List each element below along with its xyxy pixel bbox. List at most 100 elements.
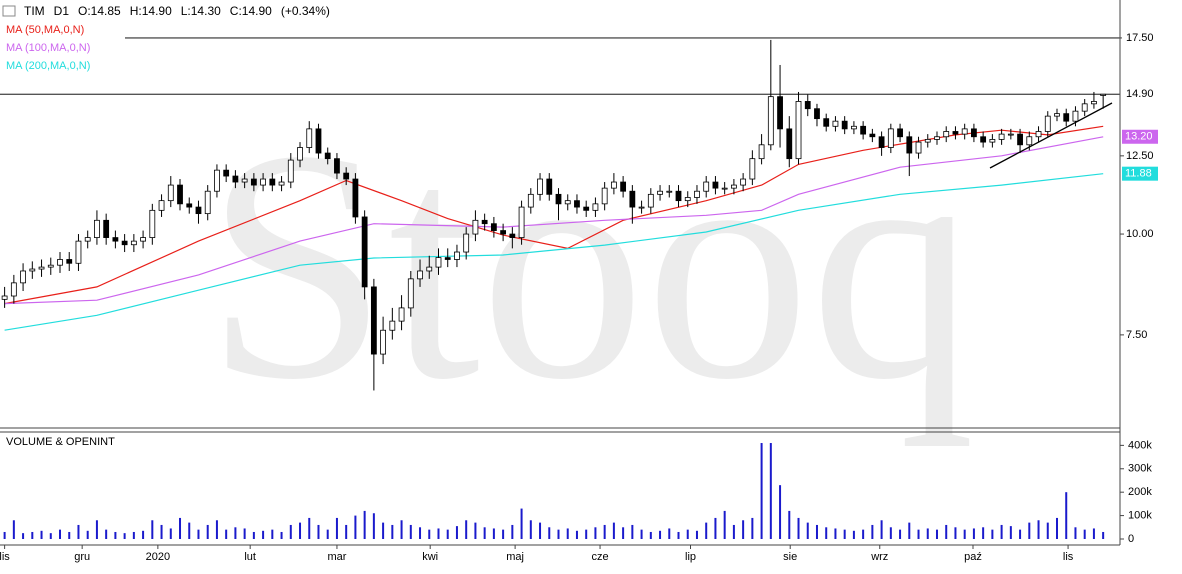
candle-body — [961, 128, 968, 135]
y-tick-label: 300k — [1128, 463, 1152, 475]
candle-body — [721, 187, 728, 190]
x-tick-label: cze — [591, 551, 608, 563]
volume-bar — [40, 530, 43, 539]
volume-bar — [1037, 520, 1040, 539]
volume-bar — [705, 522, 708, 539]
volume-bar — [474, 522, 477, 539]
x-tick-label: kwi — [422, 551, 438, 563]
volume-bar — [640, 529, 643, 539]
candle-body — [1072, 110, 1079, 122]
volume-bar — [252, 531, 255, 539]
x-tick-label: gru — [74, 551, 90, 563]
candle-body — [924, 139, 931, 143]
candle-body — [121, 240, 128, 246]
volume-bar — [834, 528, 837, 539]
candle-body — [370, 286, 377, 355]
candle-body — [223, 169, 230, 177]
candle-body — [795, 101, 802, 160]
header-icon — [2, 5, 16, 17]
volume-bar — [1074, 527, 1077, 539]
price-label: 17.50 — [1126, 32, 1154, 44]
volume-bar — [188, 522, 191, 539]
volume-bar — [289, 524, 292, 539]
candle-body — [555, 193, 562, 205]
candle-body — [564, 200, 571, 205]
candle-body — [906, 136, 913, 154]
volume-bar — [400, 520, 403, 539]
candle-body — [334, 158, 340, 174]
candle-body — [601, 187, 608, 205]
volume-bar — [363, 510, 366, 539]
volume-bar — [382, 522, 385, 539]
volume-bar — [1019, 529, 1022, 539]
candle-body — [361, 216, 368, 288]
volume-bar — [1000, 524, 1003, 539]
candle-body — [140, 237, 146, 242]
candle-body — [537, 178, 543, 195]
candle-body — [1100, 93, 1107, 96]
volume-bar — [225, 529, 228, 539]
candle-body — [869, 133, 876, 138]
candle-body — [610, 181, 617, 189]
candle-body — [407, 278, 414, 309]
price-label: 14.90 — [1126, 88, 1154, 100]
candle-body — [29, 268, 36, 272]
volume-bar — [1083, 529, 1086, 539]
candle-body — [1081, 103, 1088, 112]
x-tick-label: lip — [685, 551, 696, 563]
candle-body — [1044, 115, 1051, 132]
candle-body — [66, 259, 73, 264]
volume-bar — [169, 528, 172, 539]
candle-body — [352, 178, 359, 218]
candle-body — [1, 295, 8, 300]
moving-average-line — [4, 173, 1104, 331]
volume-bar — [465, 520, 468, 539]
volume-bar — [622, 527, 625, 539]
header-text: TIM — [24, 4, 45, 18]
volume-bar — [49, 533, 52, 539]
y-tick-label: 12.50 — [1126, 150, 1154, 162]
candle-body — [804, 101, 811, 110]
candle-body — [546, 178, 553, 195]
y-tick-label: 0 — [1128, 533, 1134, 545]
candle-body — [260, 178, 266, 186]
candle-body — [980, 136, 987, 143]
volume-bar — [428, 529, 431, 539]
x-tick-label: 2020 — [146, 551, 170, 563]
candle-body — [1017, 133, 1023, 146]
volume-bar — [954, 527, 957, 539]
volume-bar — [492, 528, 495, 539]
candle-body — [250, 178, 257, 186]
volume-bar — [1028, 522, 1031, 539]
candle-body — [1035, 131, 1042, 138]
volume-bar — [345, 524, 348, 539]
volume-bar — [12, 520, 15, 539]
candle-body — [1054, 113, 1060, 117]
candle-body — [712, 181, 719, 189]
candle-body — [730, 184, 737, 189]
volume-bar — [409, 524, 412, 539]
legend-entry: MA (100,MA,0,N) — [6, 42, 90, 54]
volume-bar — [502, 529, 505, 539]
volume-bar — [991, 529, 994, 539]
candle-body — [832, 120, 839, 127]
candle-body — [472, 219, 479, 235]
volume-bar — [105, 529, 108, 539]
candle-body — [75, 240, 82, 264]
volume-bar — [446, 529, 449, 539]
volume-bar — [520, 508, 523, 539]
candle-body — [94, 219, 100, 238]
volume-bar — [179, 517, 182, 539]
volume-bar — [815, 524, 818, 539]
candle-body — [214, 169, 220, 192]
candle-body — [343, 172, 350, 180]
volume-bar — [889, 527, 892, 539]
y-tick-label: 7.50 — [1126, 329, 1147, 341]
volume-bar — [557, 529, 560, 539]
legend-entry: MA (200,MA,0,N) — [6, 60, 90, 72]
volume-bar — [668, 528, 671, 539]
x-tick-label: lut — [244, 551, 256, 563]
volume-bar — [963, 529, 966, 539]
candle-body — [10, 282, 17, 297]
